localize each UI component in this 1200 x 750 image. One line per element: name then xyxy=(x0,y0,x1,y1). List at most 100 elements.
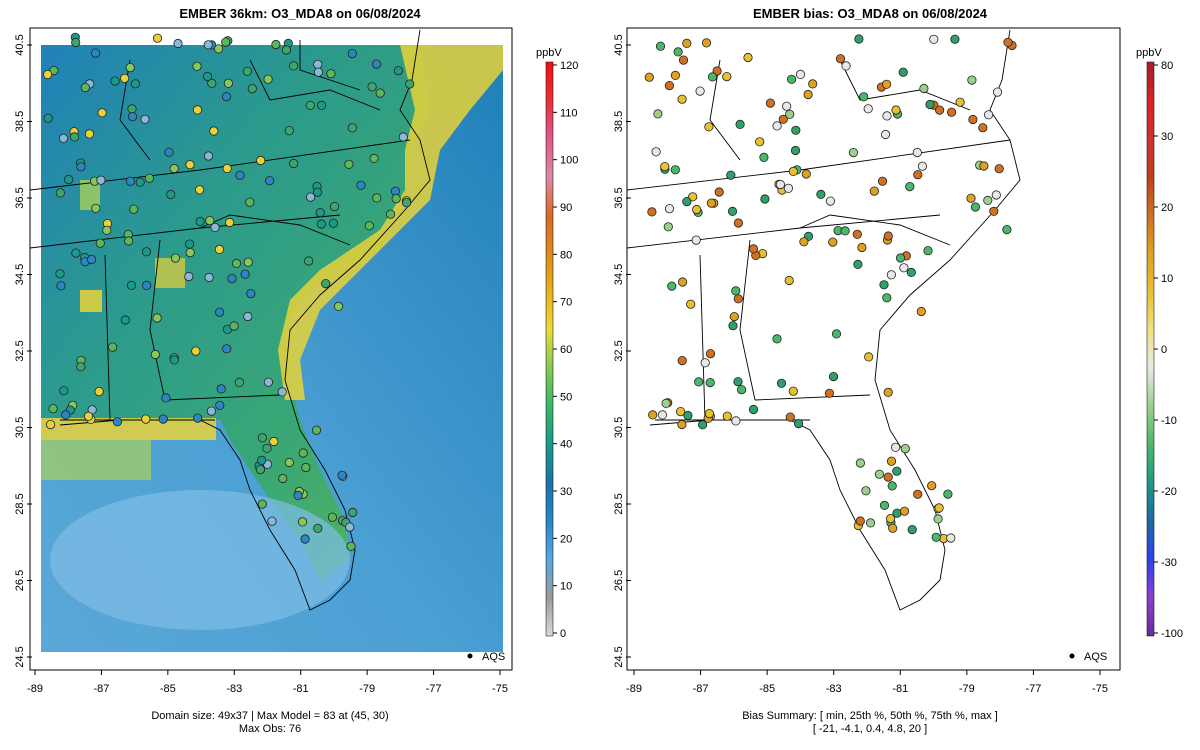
state-boundary xyxy=(739,239,756,401)
colorbar-tick-label: 70 xyxy=(560,297,572,309)
aqs-station-marker xyxy=(271,39,281,50)
aqs-station-marker xyxy=(135,177,145,187)
aqs-station-marker xyxy=(913,170,923,180)
aqs-station-marker xyxy=(787,74,797,84)
aqs-station-marker xyxy=(748,244,759,254)
aqs-station-marker xyxy=(676,406,686,417)
aqs-station-marker xyxy=(743,52,753,63)
colorbar-tick-label: 20 xyxy=(1161,202,1173,214)
aqs-station-marker xyxy=(152,33,163,43)
aqs-station-marker xyxy=(879,500,890,510)
aqs-station-marker xyxy=(865,518,876,528)
colorbar-tick-label: 80 xyxy=(1161,60,1173,72)
aqs-station-marker xyxy=(899,263,909,273)
aqs-station-marker xyxy=(129,204,139,214)
aqs-station-marker xyxy=(983,195,993,205)
aqs-station-marker xyxy=(905,182,915,192)
aqs-station-marker xyxy=(76,162,86,172)
colorbar-tick-label: 10 xyxy=(1161,273,1173,285)
state-boundary xyxy=(199,214,351,246)
aqs-station-marker xyxy=(695,86,705,96)
colorbar-tick-label: 60 xyxy=(560,344,572,356)
aqs-station-marker xyxy=(677,355,687,366)
aqs-station-marker xyxy=(970,202,980,212)
aqs-station-marker xyxy=(316,100,327,111)
aqs-station-marker xyxy=(130,79,140,89)
aqs-station-marker xyxy=(321,278,331,289)
colorbar-tick-label: 110 xyxy=(560,107,578,119)
aqs-station-marker xyxy=(955,97,965,107)
aqs-station-marker xyxy=(83,411,94,421)
x-tick-label: -85 xyxy=(759,683,775,695)
state-boundary xyxy=(149,239,166,401)
aqs-station-marker xyxy=(297,517,308,527)
aqs-station-marker xyxy=(216,384,226,394)
aqs-station-marker xyxy=(142,280,152,290)
aqs-station-marker xyxy=(886,456,897,466)
x-tick-label: -79 xyxy=(359,683,375,695)
right-station-markers xyxy=(644,34,1017,544)
aqs-station-marker xyxy=(906,267,916,277)
aqs-station-marker xyxy=(772,121,782,131)
aqs-station-marker xyxy=(221,92,232,102)
aqs-station-marker xyxy=(644,72,654,82)
aqs-station-marker xyxy=(126,280,137,290)
aqs-station-marker xyxy=(305,100,315,110)
aqs-station-marker xyxy=(185,239,195,249)
aqs-station-marker xyxy=(992,87,1003,97)
aqs-station-marker xyxy=(255,464,265,475)
aqs-station-marker xyxy=(42,70,53,80)
aqs-station-marker xyxy=(855,458,865,468)
aqs-station-marker xyxy=(670,165,680,175)
aqs-station-marker xyxy=(257,455,267,465)
aqs-station-marker xyxy=(880,129,891,140)
aqs-station-marker xyxy=(919,83,929,94)
aqs-station-marker xyxy=(234,377,244,387)
aqs-station-marker xyxy=(895,253,906,263)
left-colorbar-unit: ppbV xyxy=(536,47,562,59)
aqs-station-marker xyxy=(927,481,937,491)
aqs-station-marker xyxy=(257,499,267,509)
aqs-station-marker xyxy=(931,532,941,542)
aqs-station-marker xyxy=(828,371,839,382)
aqs-station-marker xyxy=(304,256,314,266)
aqs-station-marker xyxy=(663,222,673,232)
aqs-station-marker xyxy=(686,299,696,309)
aqs-station-marker xyxy=(848,148,858,158)
aqs-station-marker xyxy=(372,193,382,203)
colorbar-tick-label: 80 xyxy=(560,249,572,261)
x-tick-label: -83 xyxy=(226,683,242,695)
aqs-station-marker xyxy=(214,44,224,54)
aqs-station-marker xyxy=(243,257,253,267)
state-boundary xyxy=(699,254,706,421)
left-colorbar xyxy=(545,61,554,637)
aqs-station-marker xyxy=(794,418,804,429)
aqs-station-marker xyxy=(714,187,724,197)
aqs-station-marker xyxy=(647,207,657,217)
aqs-station-marker xyxy=(861,486,871,496)
aqs-station-marker xyxy=(210,222,220,232)
aqs-station-marker xyxy=(1002,225,1012,235)
left-station-markers xyxy=(42,32,415,551)
aqs-station-marker xyxy=(152,313,162,323)
aqs-station-marker xyxy=(967,75,977,85)
aqs-station-marker xyxy=(799,237,809,247)
x-tick-label: -77 xyxy=(426,683,442,695)
x-tick-label: -85 xyxy=(160,683,176,695)
aqs-station-marker xyxy=(257,433,267,443)
model-field-hotspot xyxy=(155,258,185,288)
aqs-station-marker xyxy=(828,237,838,247)
aqs-station-marker xyxy=(879,280,889,290)
aqs-station-marker xyxy=(284,126,294,136)
aqs-station-marker xyxy=(801,169,811,179)
aqs-station-marker xyxy=(887,481,897,491)
aqs-station-marker xyxy=(305,192,316,202)
aqs-legend-dot xyxy=(467,653,473,659)
aqs-station-marker xyxy=(112,417,123,427)
aqs-station-marker xyxy=(907,524,917,535)
aqs-station-marker xyxy=(825,196,835,206)
state-boundary xyxy=(164,394,281,401)
aqs-legend-dot xyxy=(1069,653,1075,659)
aqs-station-marker xyxy=(215,307,225,317)
x-tick-label: -75 xyxy=(1092,683,1108,695)
